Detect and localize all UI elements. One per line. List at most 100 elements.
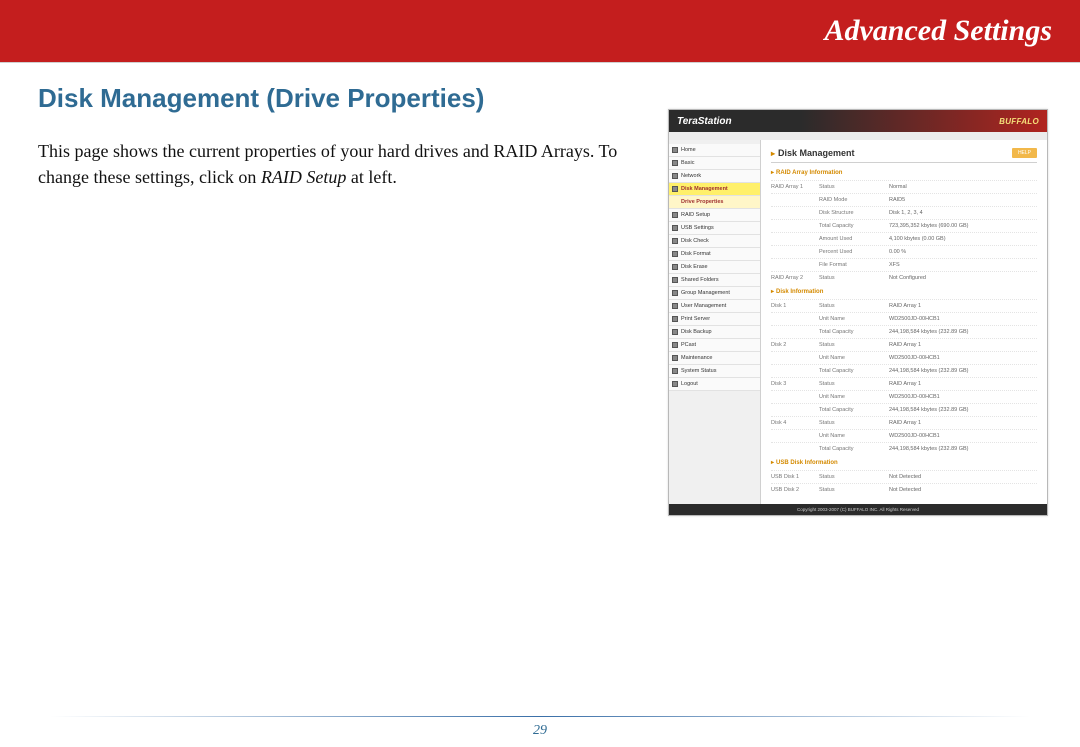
table-cell: Total Capacity <box>819 446 889 452</box>
table-cell: 244,198,584 kbytes (232.89 GB) <box>889 329 1037 335</box>
sidebar-item-label: Disk Format <box>681 251 711 257</box>
table-row: Disk 2StatusRAID Array 1 <box>771 338 1037 351</box>
sidebar-item-label: Disk Check <box>681 238 709 244</box>
table-cell: Amount Used <box>819 236 889 242</box>
table-cell: 244,198,584 kbytes (232.89 GB) <box>889 368 1037 374</box>
table-row: Total Capacity244,198,584 kbytes (232.89… <box>771 442 1037 455</box>
table-cell: 0.00 % <box>889 249 1037 255</box>
nav-icon <box>672 251 678 257</box>
body-paragraph: This page shows the current properties o… <box>38 138 658 190</box>
sidebar-item-label: Shared Folders <box>681 277 719 283</box>
nav-icon <box>672 160 678 166</box>
table-cell: Disk 1, 2, 3, 4 <box>889 210 1037 216</box>
sidebar-item[interactable]: Drive Properties <box>669 196 760 209</box>
sidebar-item-label: Maintenance <box>681 355 713 361</box>
table-cell: Disk Structure <box>819 210 889 216</box>
body-text-2: at left. <box>346 167 396 187</box>
sidebar-item[interactable]: Print Server <box>669 313 760 326</box>
table-cell: RAID Array 2 <box>771 275 819 281</box>
table-cell <box>771 262 819 268</box>
ts-brand: TeraStation <box>677 116 732 127</box>
sidebar-item-label: RAID Setup <box>681 212 710 218</box>
table-cell: Disk 2 <box>771 342 819 348</box>
ts-body: Home Basic Network Disk Management Drive Pro… <box>669 140 1047 504</box>
table-cell: Not Detected <box>889 474 1037 480</box>
table-cell: Disk 1 <box>771 303 819 309</box>
table-cell <box>771 407 819 413</box>
sidebar-item[interactable]: Basic <box>669 157 760 170</box>
table-cell: Unit Name <box>819 316 889 322</box>
sidebar-item[interactable]: Network <box>669 170 760 183</box>
sidebar-item[interactable]: Disk Management <box>669 183 760 196</box>
ts-help-button[interactable]: HELP <box>1012 148 1037 158</box>
table-row: USB Disk 1StatusNot Detected <box>771 470 1037 483</box>
table-cell: Status <box>819 474 889 480</box>
table-row: Total Capacity244,198,584 kbytes (232.89… <box>771 364 1037 377</box>
sidebar-item-label: Drive Properties <box>681 199 724 205</box>
sidebar-item[interactable]: PCast <box>669 339 760 352</box>
nav-icon <box>672 173 678 179</box>
table-cell: Disk 4 <box>771 420 819 426</box>
ts-subheader <box>669 132 1047 140</box>
table-row: RAID Array 1StatusNormal <box>771 180 1037 193</box>
sidebar-item[interactable]: Disk Format <box>669 248 760 261</box>
sidebar-item[interactable]: Disk Backup <box>669 326 760 339</box>
ts-main: Disk Management HELP RAID Array Informat… <box>761 140 1047 504</box>
table-cell: RAID Array 1 <box>889 381 1037 387</box>
sidebar-item[interactable]: Logout <box>669 378 760 391</box>
table-cell <box>771 446 819 452</box>
table-row: Disk StructureDisk 1, 2, 3, 4 <box>771 206 1037 219</box>
sidebar-item[interactable]: Disk Erase <box>669 261 760 274</box>
sidebar-item[interactable]: RAID Setup <box>669 209 760 222</box>
sidebar-item-label: Network <box>681 173 701 179</box>
table-row: RAID Array 2StatusNot Configured <box>771 271 1037 284</box>
sidebar-item-label: Logout <box>681 381 698 387</box>
ts-disk-table: Disk 1StatusRAID Array 1Unit NameWD2500J… <box>771 299 1037 455</box>
ts-page-title: Disk Management <box>771 148 855 158</box>
sidebar-item-label: Home <box>681 147 696 153</box>
table-cell: Normal <box>889 184 1037 190</box>
table-cell: Total Capacity <box>819 368 889 374</box>
ts-sidebar: Home Basic Network Disk Management Drive Pro… <box>669 140 761 504</box>
table-row: Percent Used0.00 % <box>771 245 1037 258</box>
sidebar-item-label: USB Settings <box>681 225 714 231</box>
nav-icon <box>672 355 678 361</box>
sidebar-item[interactable]: USB Settings <box>669 222 760 235</box>
table-row: Disk 4StatusRAID Array 1 <box>771 416 1037 429</box>
table-cell: RAID Array 1 <box>771 184 819 190</box>
table-cell: Not Detected <box>889 487 1037 493</box>
table-cell: Total Capacity <box>819 407 889 413</box>
table-row: Disk 1StatusRAID Array 1 <box>771 299 1037 312</box>
sidebar-item-label: PCast <box>681 342 696 348</box>
table-cell: Status <box>819 381 889 387</box>
table-cell: Status <box>819 342 889 348</box>
table-cell <box>771 316 819 322</box>
sidebar-item[interactable]: User Management <box>669 300 760 313</box>
table-cell: Status <box>819 184 889 190</box>
sidebar-item[interactable]: Disk Check <box>669 235 760 248</box>
table-cell: RAID Mode <box>819 197 889 203</box>
nav-icon <box>672 238 678 244</box>
ts-disk-label: Disk Information <box>771 288 1037 295</box>
ts-raid-table: RAID Array 1StatusNormalRAID ModeRAID5Di… <box>771 180 1037 284</box>
table-row: Amount Used4,100 kbytes (0.00 GB) <box>771 232 1037 245</box>
sidebar-item[interactable]: Group Management <box>669 287 760 300</box>
table-row: File FormatXFS <box>771 258 1037 271</box>
sidebar-item-label: System Status <box>681 368 716 374</box>
nav-icon <box>672 381 678 387</box>
table-cell <box>771 355 819 361</box>
table-cell: Status <box>819 487 889 493</box>
sidebar-item-label: Disk Management <box>681 186 728 192</box>
sidebar-item[interactable]: Shared Folders <box>669 274 760 287</box>
sidebar-item[interactable]: System Status <box>669 365 760 378</box>
nav-icon <box>672 290 678 296</box>
ts-header: TeraStation BUFFALO <box>669 110 1047 132</box>
banner: Advanced Settings <box>0 0 1080 62</box>
table-cell: RAID Array 1 <box>889 420 1037 426</box>
sidebar-item[interactable]: Home <box>669 144 760 157</box>
nav-icon <box>672 316 678 322</box>
table-cell: USB Disk 2 <box>771 487 819 493</box>
table-cell: WD2500JD-00HCB1 <box>889 394 1037 400</box>
table-cell: Unit Name <box>819 394 889 400</box>
sidebar-item[interactable]: Maintenance <box>669 352 760 365</box>
